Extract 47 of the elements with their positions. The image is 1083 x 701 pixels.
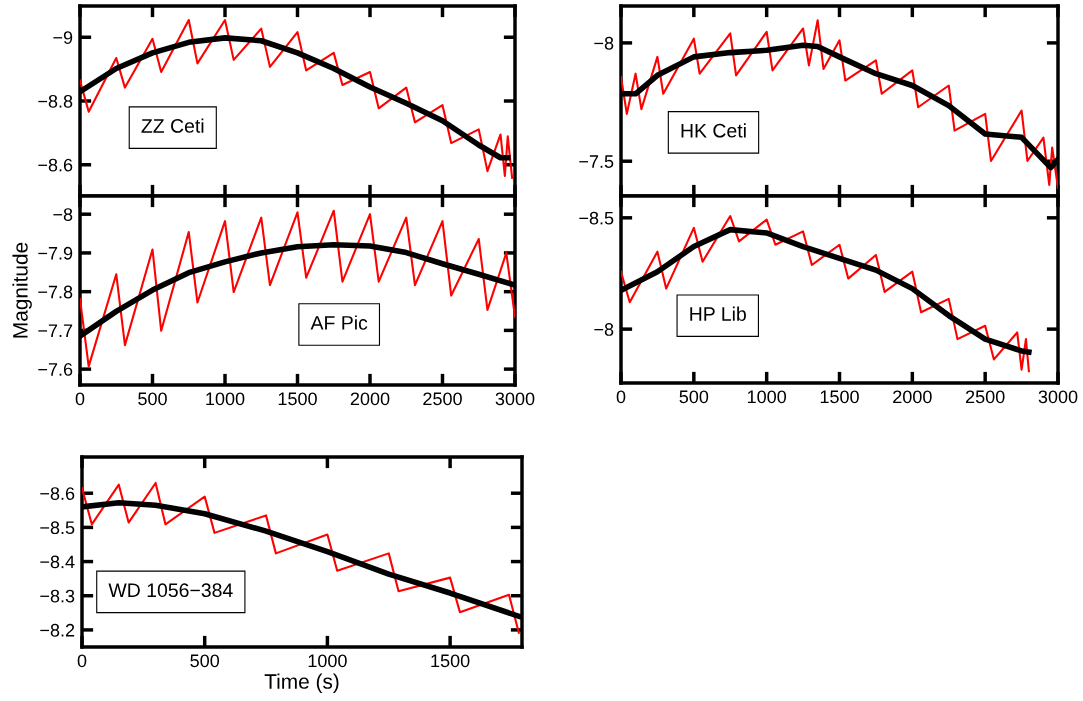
y-tick-label: −8.6 bbox=[40, 487, 75, 500]
x-tick-label: 1000 bbox=[747, 390, 787, 404]
y-tick-label: −7.7 bbox=[38, 324, 73, 337]
line-series bbox=[621, 215, 1030, 373]
annotation: WD 1056−384 bbox=[108, 583, 233, 598]
line-series bbox=[80, 18, 514, 179]
y-tick-label: −8.6 bbox=[38, 158, 73, 172]
y-tick-label: −8 bbox=[53, 208, 73, 221]
x-tick-label: 1500 bbox=[431, 654, 470, 668]
y-tick-label: −7.5 bbox=[579, 155, 614, 168]
line-series bbox=[621, 19, 1058, 189]
x-tick-label: 1000 bbox=[308, 654, 347, 668]
y-tick-label: −8 bbox=[594, 323, 614, 336]
x-tick-label: 3000 bbox=[1038, 390, 1078, 404]
y-tick-label: −8.8 bbox=[38, 94, 73, 108]
x-tick-label: 2500 bbox=[423, 392, 462, 406]
x-tick-label: 2500 bbox=[965, 390, 1005, 404]
y-tick-label: −8.2 bbox=[40, 623, 75, 637]
x-tick-label: 2000 bbox=[893, 390, 932, 404]
x-tick-label: 1000 bbox=[206, 392, 245, 406]
y-tick-label: −7.6 bbox=[38, 363, 73, 376]
y-tick-label: −8.3 bbox=[40, 589, 75, 603]
x-tick-label: 1500 bbox=[820, 390, 859, 404]
x-tick-label: 500 bbox=[679, 390, 709, 404]
y-tick-label: −8.5 bbox=[579, 211, 614, 225]
annotation: HP Lib bbox=[690, 306, 746, 321]
y-tick-label: −8.4 bbox=[40, 555, 75, 569]
annotation: AF Pic bbox=[310, 315, 368, 330]
annotation: ZZ Ceti bbox=[141, 118, 204, 133]
line-series bbox=[80, 209, 515, 368]
y-tick-label: −8.5 bbox=[40, 521, 75, 535]
x-tick-label: 0 bbox=[77, 654, 87, 668]
y-tick-label: −7.9 bbox=[38, 246, 73, 260]
y-axis-title: Magnitude bbox=[12, 242, 32, 338]
x-axis-title: Time (s) bbox=[264, 673, 339, 693]
x-tick-label: 2000 bbox=[350, 392, 390, 406]
line-series bbox=[82, 481, 520, 634]
y-tick-label: −8 bbox=[594, 36, 614, 50]
x-tick-label: 500 bbox=[190, 654, 220, 668]
y-tick-label: −9 bbox=[53, 31, 73, 44]
x-tick-label: 500 bbox=[138, 392, 167, 406]
x-tick-label: 3000 bbox=[495, 392, 535, 406]
y-tick-label: −7.8 bbox=[38, 285, 73, 299]
x-tick-label: 0 bbox=[75, 392, 85, 406]
x-tick-label: 0 bbox=[616, 390, 626, 404]
annotation: HK Ceti bbox=[681, 123, 746, 138]
x-tick-label: 1500 bbox=[278, 392, 317, 406]
